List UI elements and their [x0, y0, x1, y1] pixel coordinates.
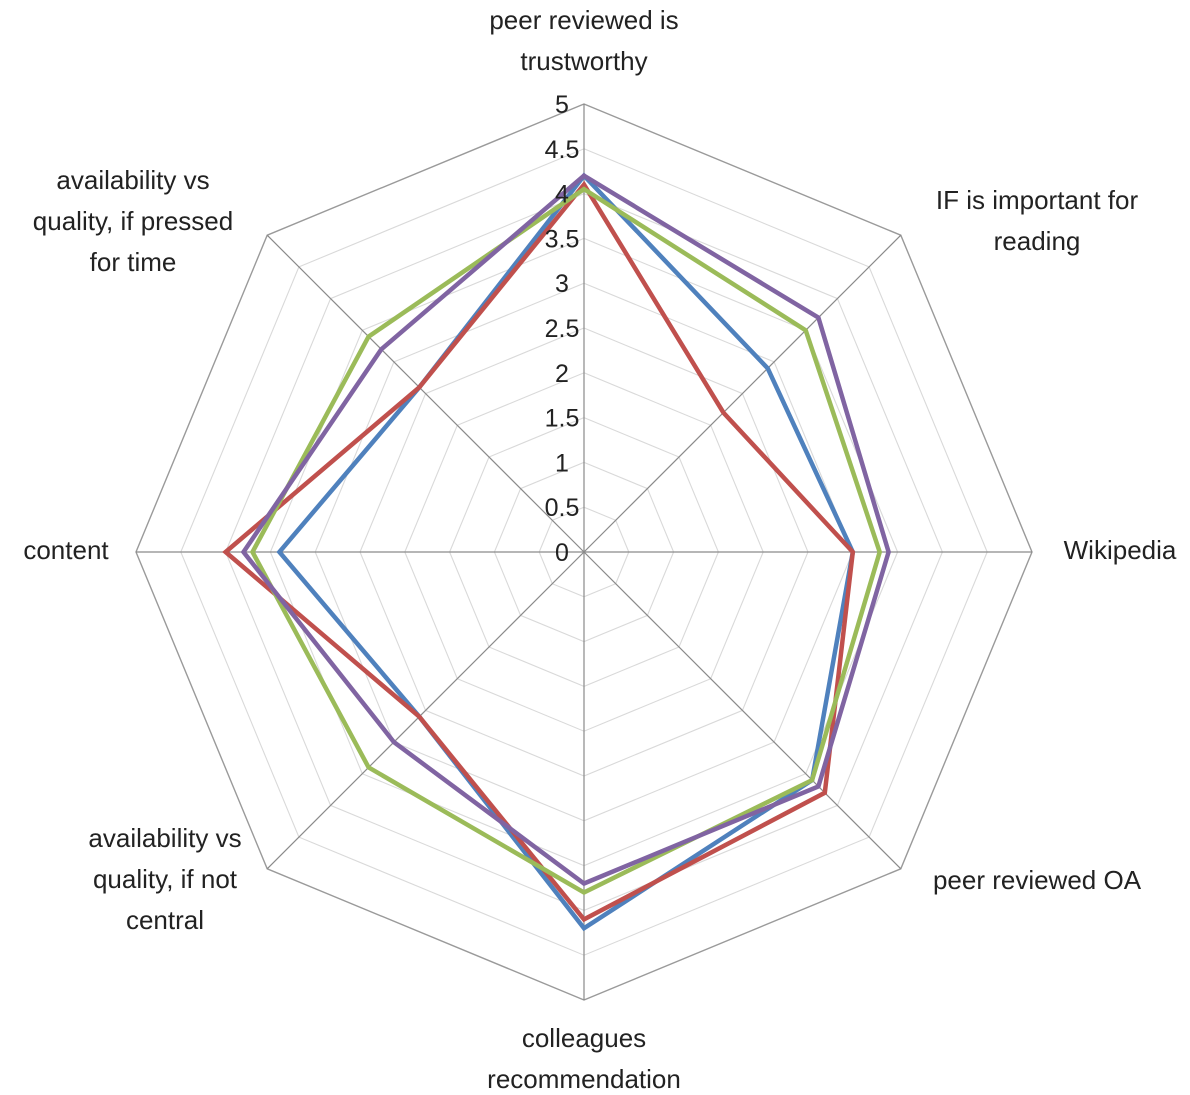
- radar-spoke: [266, 234, 585, 553]
- axis-tick-label: 2.5: [545, 315, 580, 343]
- category-label: availability vs quality, if pressed for ti…: [33, 165, 233, 277]
- category-label: Wikipedia: [1064, 535, 1177, 565]
- axis-tick-label: 0: [555, 539, 569, 567]
- axis-tick-label: 2: [555, 360, 569, 388]
- axis-tick-label: 1.5: [545, 405, 580, 433]
- axis-tick-label: 5: [555, 91, 569, 119]
- axis-tick-label: 3: [555, 270, 569, 298]
- category-label: IF is important for reading: [936, 185, 1139, 256]
- series-line: [222, 180, 856, 923]
- radar-tick-labels: 0 0.5 1 1.5 2 2.5 3 3.5 4 4.5 5: [545, 91, 580, 567]
- category-label: colleagues recommendation: [487, 1023, 681, 1094]
- radar-spoke: [583, 234, 902, 553]
- radar-category-labels: peer reviewed is trustworthy IF is importa…: [23, 5, 1177, 1094]
- series-line: [240, 172, 891, 887]
- axis-tick-label: 4.5: [545, 136, 580, 164]
- series-line: [276, 172, 856, 932]
- axis-tick-label: 4: [555, 181, 569, 209]
- category-label: availability vs quality, if not central: [88, 823, 241, 935]
- axis-tick-label: 3.5: [545, 225, 580, 253]
- series-line: [249, 186, 883, 896]
- axis-tick-label: 1: [555, 449, 569, 477]
- radar-spoke: [266, 551, 585, 870]
- category-label: content: [23, 535, 109, 565]
- category-label: peer reviewed OA: [933, 865, 1142, 895]
- axis-tick-label: 0.5: [545, 494, 580, 522]
- radar-spoke: [583, 551, 902, 870]
- radar-spokes: [136, 104, 1032, 1000]
- radar-series: [222, 172, 891, 932]
- category-label: peer reviewed is trustworthy: [489, 5, 678, 76]
